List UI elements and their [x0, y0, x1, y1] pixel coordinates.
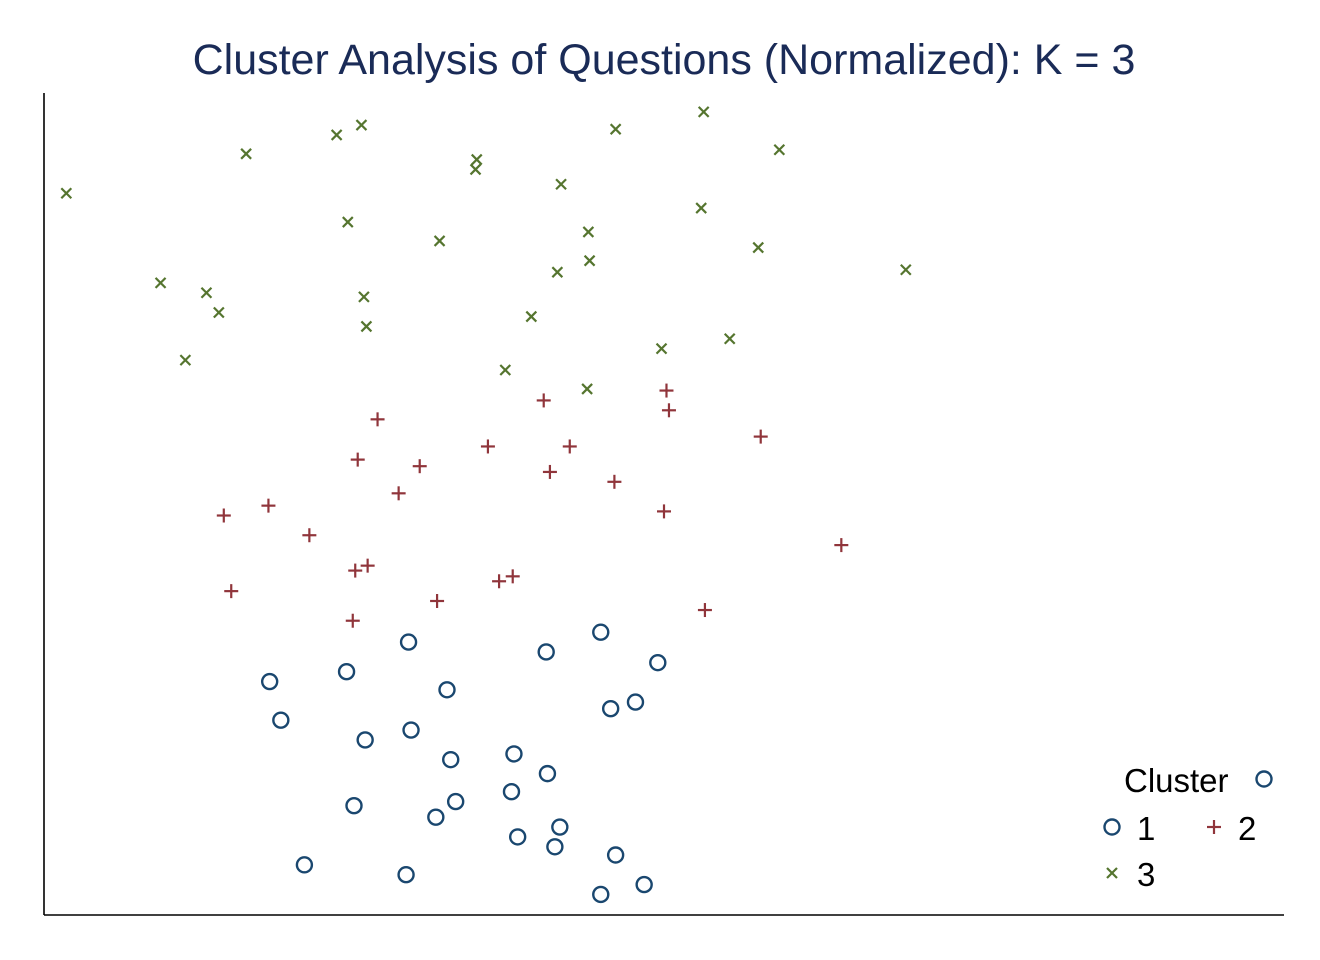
point-cluster-1	[446, 792, 465, 811]
legend-label-3: 3	[1137, 856, 1155, 893]
point-cluster-1	[649, 653, 667, 672]
point-cluster-3	[330, 129, 343, 141]
point-cluster-1	[295, 856, 314, 874]
point-cluster-1	[260, 672, 279, 691]
point-cluster-2	[345, 613, 360, 628]
point-cluster-2	[697, 603, 712, 618]
legend-marker-1	[1103, 818, 1121, 836]
point-cluster-2	[430, 593, 445, 608]
point-cluster-1	[337, 662, 356, 681]
point-cluster-1	[546, 838, 564, 856]
point-cluster-3	[900, 263, 912, 276]
point-cluster-3	[342, 216, 354, 228]
legend-title: Cluster	[1124, 762, 1229, 799]
point-cluster-2	[261, 498, 276, 513]
point-cluster-3	[695, 202, 707, 214]
point-cluster-1	[427, 808, 445, 826]
point-cluster-2	[562, 439, 577, 454]
point-cluster-1	[397, 866, 415, 884]
point-cluster-1	[438, 681, 456, 699]
point-cluster-1	[442, 750, 460, 769]
point-cluster-3	[551, 266, 564, 278]
point-cluster-3	[697, 106, 710, 118]
point-cluster-3	[154, 277, 167, 289]
point-cluster-2	[216, 508, 231, 523]
point-cluster-3	[655, 342, 668, 355]
point-cluster-2	[505, 569, 520, 584]
legend-marker-3	[1106, 867, 1118, 879]
point-cluster-2	[370, 412, 385, 427]
point-cluster-3	[499, 364, 512, 376]
legend-marker-2	[1207, 820, 1221, 834]
point-cluster-3	[723, 333, 736, 345]
point-cluster-1	[272, 711, 290, 729]
point-cluster-1	[538, 764, 557, 783]
point-cluster-2	[659, 383, 674, 398]
point-cluster-2	[348, 563, 363, 578]
point-cluster-2	[492, 574, 507, 589]
point-cluster-3	[583, 254, 596, 267]
point-cluster-1	[508, 828, 527, 846]
point-cluster-2	[391, 486, 406, 501]
point-cluster-1	[402, 721, 420, 739]
point-cluster-3	[200, 286, 213, 299]
legend-title-marker	[1255, 770, 1273, 788]
point-cluster-3	[470, 153, 483, 166]
point-cluster-2	[412, 459, 427, 474]
point-cluster-1	[606, 846, 625, 864]
point-cluster-3	[360, 320, 373, 333]
point-cluster-2	[536, 393, 551, 408]
point-cluster-1	[537, 643, 555, 661]
point-cluster-3	[582, 226, 595, 238]
legend: Cluster 1 2 3	[1103, 762, 1273, 893]
point-cluster-1	[502, 783, 521, 801]
point-cluster-3	[581, 383, 593, 395]
point-cluster-1	[635, 875, 653, 894]
point-cluster-2	[302, 528, 317, 543]
point-cluster-1	[626, 693, 645, 711]
point-cluster-1	[601, 699, 620, 718]
point-cluster-3	[179, 354, 192, 366]
point-cluster-1	[505, 745, 523, 763]
point-cluster-3	[773, 143, 786, 156]
axes	[43, 93, 1284, 916]
data-points	[60, 106, 912, 904]
point-cluster-2	[542, 464, 557, 479]
point-cluster-3	[469, 163, 482, 176]
point-cluster-3	[609, 123, 622, 135]
point-cluster-2	[360, 558, 375, 573]
point-cluster-1	[345, 796, 363, 815]
point-cluster-1	[551, 818, 569, 836]
point-cluster-3	[358, 291, 370, 303]
point-cluster-2	[607, 474, 622, 489]
point-cluster-2	[350, 452, 365, 467]
point-cluster-1	[399, 633, 418, 651]
point-cluster-2	[224, 584, 239, 599]
point-cluster-3	[240, 148, 252, 160]
point-cluster-3	[355, 119, 368, 131]
point-cluster-2	[834, 538, 849, 553]
point-cluster-1	[356, 731, 374, 749]
legend-label-2: 2	[1238, 810, 1256, 847]
point-cluster-1	[592, 885, 610, 904]
point-cluster-3	[433, 235, 446, 247]
point-cluster-3	[525, 310, 538, 323]
point-cluster-2	[480, 439, 495, 454]
chart-title: Cluster Analysis of Questions (Normalize…	[192, 36, 1136, 84]
legend-label-1: 1	[1137, 810, 1155, 847]
point-cluster-2	[661, 403, 676, 418]
point-cluster-1	[592, 623, 610, 641]
point-cluster-3	[60, 187, 73, 200]
point-cluster-3	[555, 178, 567, 191]
point-cluster-3	[752, 241, 765, 254]
point-cluster-3	[213, 306, 225, 319]
point-cluster-2	[657, 504, 671, 519]
point-cluster-2	[753, 429, 768, 444]
